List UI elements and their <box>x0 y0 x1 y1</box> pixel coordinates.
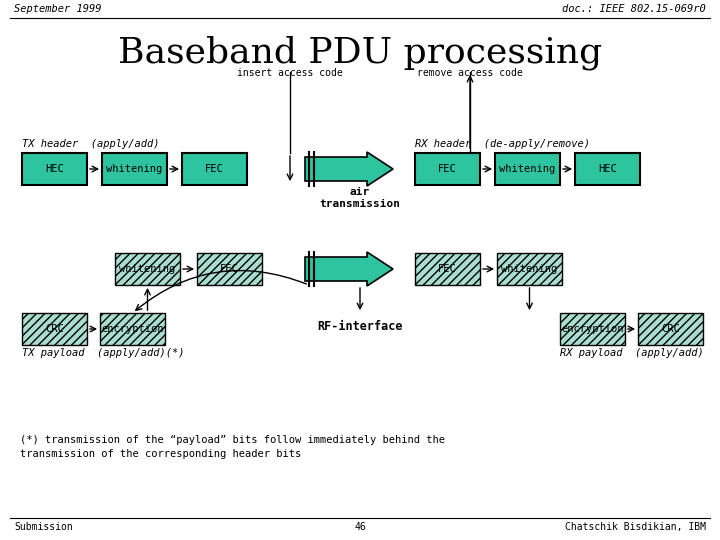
Text: RX payload  (apply/add): RX payload (apply/add) <box>560 348 703 358</box>
Text: HEC: HEC <box>45 164 64 174</box>
Text: FEC: FEC <box>438 164 457 174</box>
Bar <box>197 253 262 285</box>
Text: TX payload  (apply/add)(*): TX payload (apply/add)(*) <box>22 348 184 358</box>
Text: 46: 46 <box>354 522 366 532</box>
Text: RX header  (de-apply/remove): RX header (de-apply/remove) <box>415 139 590 149</box>
Text: whitening: whitening <box>500 164 556 174</box>
Text: CRC: CRC <box>45 324 64 334</box>
Bar <box>100 313 165 345</box>
Text: (*) transmission of the “payload” bits follow immediately behind the: (*) transmission of the “payload” bits f… <box>20 435 445 445</box>
Text: insert access code: insert access code <box>237 68 343 78</box>
Text: whitening: whitening <box>120 264 176 274</box>
Text: FEC: FEC <box>438 264 457 274</box>
Text: encryption: encryption <box>562 324 624 334</box>
Text: encryption: encryption <box>102 324 163 334</box>
Text: CRC: CRC <box>661 324 680 334</box>
FancyArrow shape <box>305 152 393 186</box>
Text: Submission: Submission <box>14 522 73 532</box>
Text: remove access code: remove access code <box>417 68 523 78</box>
Text: whitening: whitening <box>501 264 557 274</box>
Bar <box>22 313 87 345</box>
Text: HEC: HEC <box>598 164 617 174</box>
Bar <box>415 153 480 185</box>
Bar <box>415 253 480 285</box>
Bar <box>102 153 167 185</box>
Text: air
transmission: air transmission <box>320 187 400 208</box>
Text: FEC: FEC <box>205 164 224 174</box>
Text: September 1999: September 1999 <box>14 4 102 14</box>
Bar <box>575 153 640 185</box>
Text: Chatschik Bisdikian, IBM: Chatschik Bisdikian, IBM <box>565 522 706 532</box>
Bar <box>115 253 180 285</box>
Bar <box>495 153 560 185</box>
FancyArrow shape <box>305 252 393 286</box>
Text: Baseband PDU processing: Baseband PDU processing <box>118 35 602 70</box>
Text: TX header  (apply/add): TX header (apply/add) <box>22 139 160 149</box>
Text: RF-interface: RF-interface <box>318 321 402 334</box>
Bar <box>22 153 87 185</box>
Text: transmission of the corresponding header bits: transmission of the corresponding header… <box>20 449 301 459</box>
Bar <box>560 313 625 345</box>
Bar <box>638 313 703 345</box>
Text: whitening: whitening <box>107 164 163 174</box>
Bar <box>497 253 562 285</box>
Text: doc.: IEEE 802.15-069r0: doc.: IEEE 802.15-069r0 <box>562 4 706 14</box>
Text: FEC: FEC <box>220 264 239 274</box>
Bar <box>182 153 247 185</box>
